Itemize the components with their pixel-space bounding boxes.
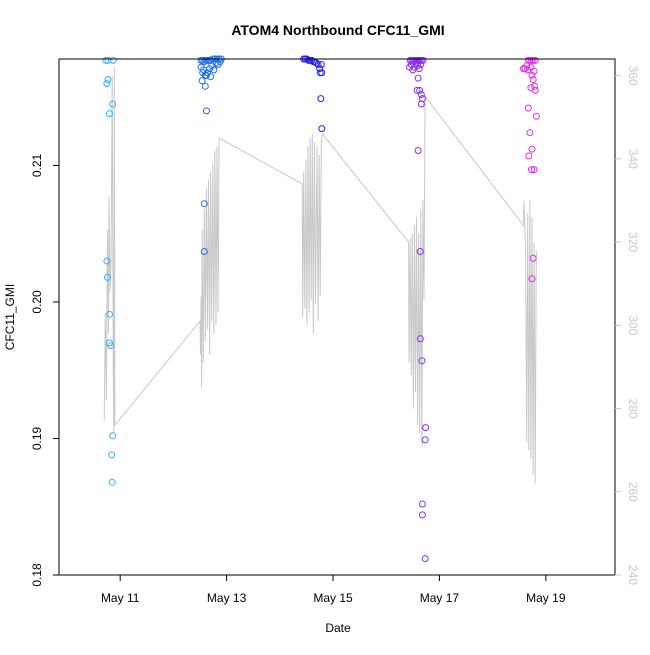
data-point [529, 56, 537, 64]
data-point [314, 61, 322, 68]
x-tick-label: May 19 [526, 591, 566, 605]
data-point [104, 56, 112, 64]
secondary-line [103, 67, 537, 484]
data-point [316, 65, 324, 73]
data-point [531, 86, 539, 94]
data-point [415, 65, 423, 73]
data-point [200, 248, 208, 255]
y2-tick-label: 300 [626, 315, 640, 335]
data-point [106, 110, 113, 118]
data-point [410, 63, 418, 71]
data-point [526, 129, 534, 137]
series-flight2 [197, 55, 225, 255]
data-point [202, 107, 210, 115]
data-point [531, 82, 539, 90]
data-point [317, 95, 325, 103]
data-point [418, 500, 426, 508]
data-point [413, 86, 421, 94]
data-point [109, 100, 117, 108]
x-tick-label: May 11 [101, 591, 140, 605]
data-point [531, 56, 539, 64]
data-point [200, 200, 208, 208]
data-point [109, 56, 117, 64]
data-point [528, 275, 536, 283]
y2-tick-label: 240 [626, 565, 640, 585]
data-point [313, 59, 320, 67]
y-tick-label: 0.18 [30, 563, 44, 587]
data-point [317, 61, 325, 68]
plot-frame [58, 58, 616, 576]
data-point [421, 436, 429, 444]
data-point [109, 432, 117, 440]
y-tick-label: 0.20 [30, 290, 44, 314]
data-point [108, 478, 116, 486]
data-point [416, 248, 424, 255]
data-point [202, 71, 210, 79]
y2-tick-label: 280 [626, 399, 640, 419]
series-flight1 [102, 56, 117, 486]
data-point [106, 310, 113, 318]
data-point [528, 71, 536, 79]
data-point [102, 56, 110, 64]
data-point [416, 335, 424, 343]
y2-tick-label: 320 [626, 232, 640, 252]
x-tick-label: May 15 [313, 591, 353, 605]
data-point [201, 82, 209, 90]
data-point [419, 56, 427, 64]
data-point [318, 125, 326, 133]
data-point [529, 254, 537, 262]
data-point [421, 555, 429, 563]
data-point [417, 100, 425, 108]
chart-title: ATOM4 Northbound CFC11_GMI [231, 22, 444, 38]
x-tick-label: May 13 [207, 591, 247, 605]
data-point [198, 77, 206, 85]
data-point [103, 257, 111, 265]
data-point [103, 80, 111, 88]
data-point [418, 357, 426, 365]
x-axis-label: Date [325, 621, 351, 635]
data-point [103, 273, 111, 281]
series-flight4 [406, 56, 430, 563]
y-tick-label: 0.21 [30, 153, 44, 177]
data-point [528, 166, 535, 174]
data-point [414, 74, 422, 82]
series-flight5 [520, 56, 540, 283]
data-point [104, 76, 112, 83]
y-axis-label: CFC11_GMI [3, 284, 17, 350]
data-point [532, 112, 540, 120]
data-point [107, 342, 115, 350]
data-point [530, 166, 538, 174]
y-tick-label: 0.19 [30, 426, 44, 450]
data-point [210, 66, 218, 74]
data-point [207, 73, 215, 81]
data-point [525, 152, 533, 160]
data-point [524, 104, 532, 112]
data-point [528, 145, 536, 153]
data-point [530, 67, 538, 75]
x-tick-label: May 17 [420, 591, 460, 605]
series-flight3 [300, 55, 326, 133]
data-point [414, 147, 422, 154]
data-point [422, 424, 430, 432]
data-point [108, 451, 116, 459]
data-point [416, 86, 424, 94]
y2-tick-label: 360 [626, 66, 640, 86]
data-point [529, 76, 537, 83]
y2-tick-label: 260 [626, 482, 640, 502]
data-point [418, 511, 426, 519]
data-point [417, 61, 425, 68]
data-point [318, 69, 326, 77]
y2-tick-label: 340 [626, 149, 640, 169]
data-point [417, 91, 425, 98]
